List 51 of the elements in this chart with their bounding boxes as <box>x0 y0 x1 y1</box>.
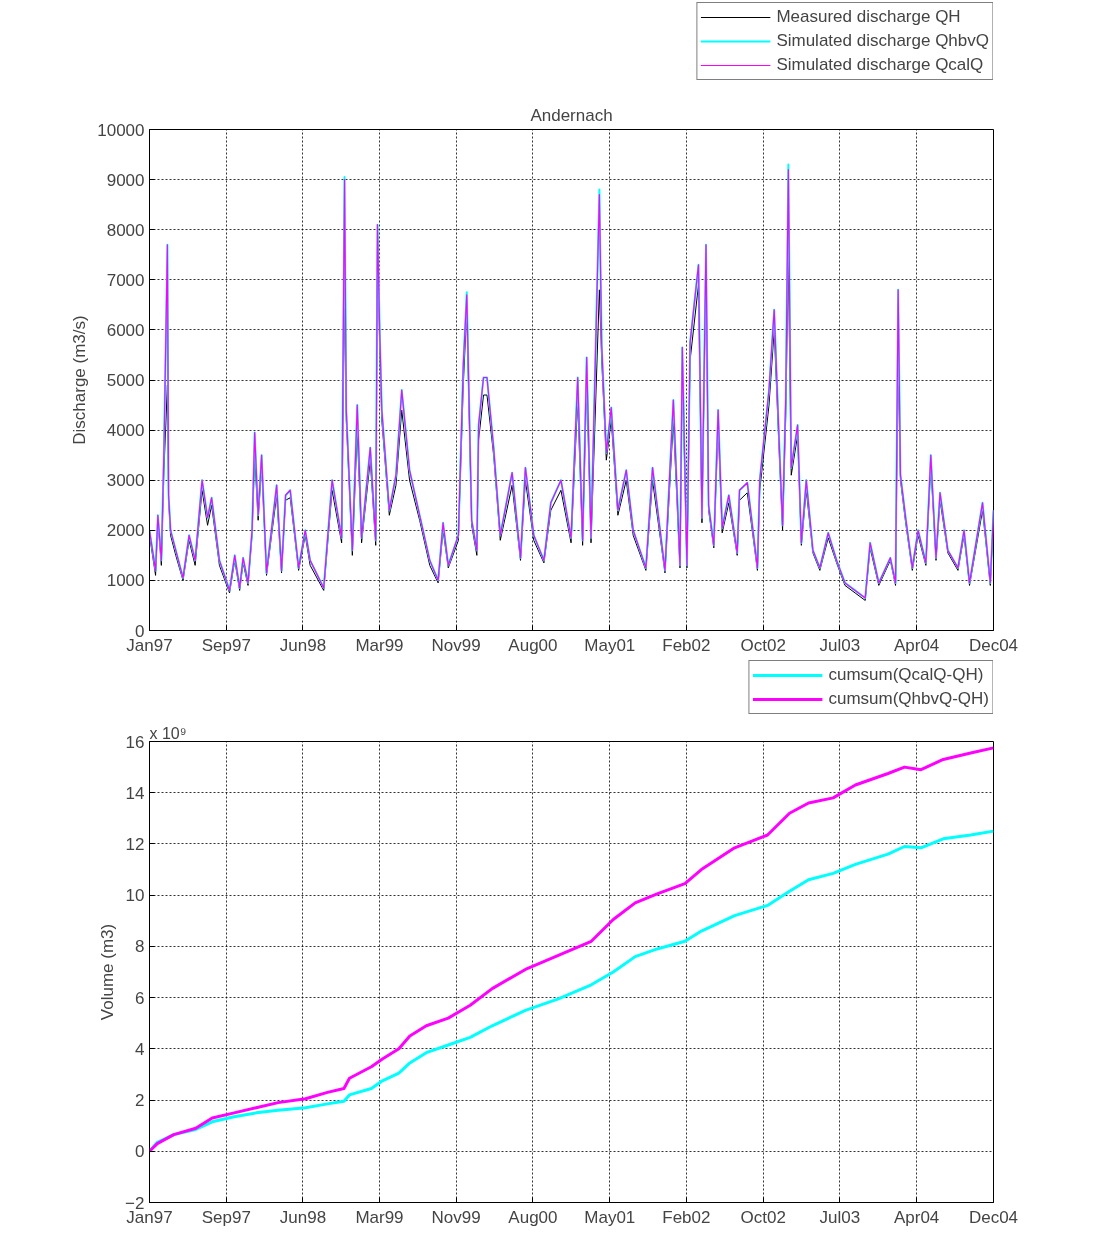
y-tick-label: 6000 <box>106 320 145 340</box>
y-tick-label: 8000 <box>106 220 145 240</box>
annotation: x 10⁹ <box>149 724 187 742</box>
legend-label: cumsum(QhbvQ-QH) <box>828 688 989 710</box>
x-tick-label: May01 <box>584 1207 636 1227</box>
x-tick-label: Aug00 <box>508 1207 558 1227</box>
x-tick-label: Jun98 <box>279 1207 327 1227</box>
x-tick-label: Jul03 <box>819 635 861 655</box>
x-tick-label: Jun98 <box>279 635 327 655</box>
x-tick-label: Oct02 <box>740 635 786 655</box>
y-tick-label: 1000 <box>106 571 145 591</box>
y-tick-label: 5000 <box>106 371 145 390</box>
x-tick-label: May01 <box>584 635 636 655</box>
y-tick-label: 3000 <box>106 471 145 491</box>
x-tick-label: Mar99 <box>355 635 404 655</box>
y-tick-label: 12 <box>125 834 145 854</box>
x-tick-label: Nov99 <box>431 1207 481 1227</box>
y-axis-title: Discharge (m3/s) <box>70 315 90 445</box>
y-tick-label: 0 <box>135 1142 145 1162</box>
x-tick-label: Jul03 <box>819 1207 861 1227</box>
x-tick-label: Aug00 <box>508 635 558 655</box>
x-tick-label: Sep97 <box>201 1207 251 1227</box>
y-tick-label: 7000 <box>106 270 145 290</box>
chart-title: Andernach <box>530 105 613 125</box>
legend-label: cumsum(QcalQ-QH) <box>828 664 984 686</box>
y-tick-label: 10 <box>125 886 145 906</box>
legend-label: Simulated discharge QhbvQ <box>776 30 989 52</box>
x-tick-label: Dec04 <box>968 635 1019 655</box>
x-tick-label: Feb02 <box>662 635 711 655</box>
x-tick-label: Apr04 <box>893 635 940 655</box>
y-tick-label: 8 <box>135 937 145 957</box>
y-tick-label: 2000 <box>106 521 145 541</box>
legend-label: Simulated discharge QcalQ <box>776 54 984 76</box>
y-tick-label: 2 <box>135 1091 145 1111</box>
x-tick-label: Apr04 <box>893 1207 940 1227</box>
x-tick-label: Oct02 <box>740 1207 786 1227</box>
y-tick-label: 10000 <box>97 120 145 140</box>
x-tick-label: Dec04 <box>968 1207 1019 1227</box>
y-tick-label: 0 <box>135 621 145 641</box>
y-tick-label: 16 <box>125 732 145 752</box>
x-tick-label: Mar99 <box>355 1207 404 1227</box>
x-tick-label: Nov99 <box>431 635 481 655</box>
y-tick-label: 9000 <box>106 170 145 190</box>
y-tick-label: 4 <box>135 1039 145 1059</box>
legend-label: Measured discharge QH <box>776 6 961 28</box>
x-tick-label: Sep97 <box>201 635 251 655</box>
y-tick-label: 6 <box>135 988 145 1008</box>
y-tick-label: 14 <box>125 783 145 803</box>
x-tick-label: Feb02 <box>662 1207 711 1227</box>
y-axis-title: Volume (m3) <box>98 923 118 1021</box>
y-tick-label: 4000 <box>106 421 145 441</box>
